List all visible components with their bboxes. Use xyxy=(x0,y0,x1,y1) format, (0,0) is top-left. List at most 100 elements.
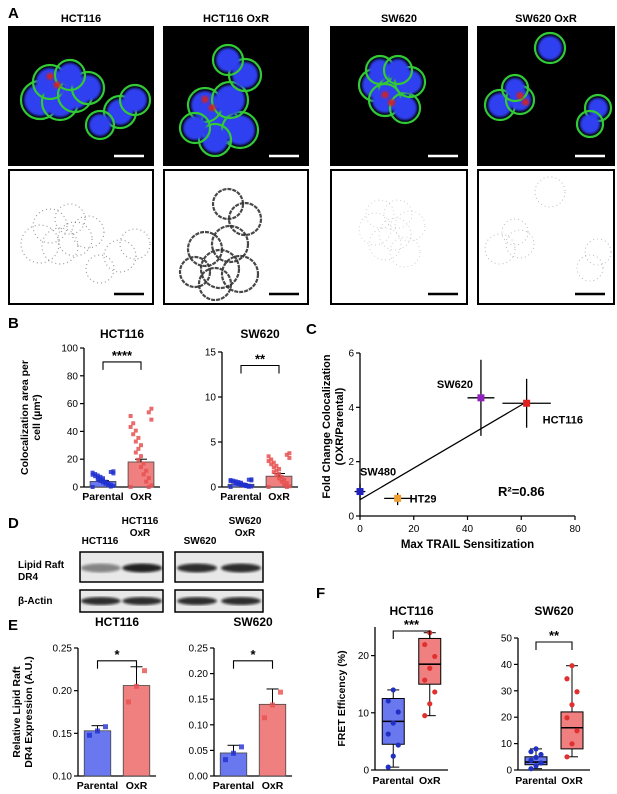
chart-E2: SW620 0.00 0.05 0.10 0.15 0.20 0.25 Parental OxR… xyxy=(189,615,292,792)
box xyxy=(560,711,584,750)
cell-membrane xyxy=(500,73,530,103)
significance-bracket xyxy=(392,630,431,639)
chart-title: SW620 xyxy=(233,615,273,629)
binary-image xyxy=(163,169,309,305)
bar xyxy=(219,752,248,777)
raw-data-point xyxy=(231,479,236,484)
colocalization-outline xyxy=(394,210,426,242)
panel-label-e: E xyxy=(8,617,18,634)
raw-data-point xyxy=(274,473,279,478)
cell-nucleus xyxy=(36,68,64,96)
data-dot xyxy=(528,749,534,755)
raft-signal xyxy=(208,104,216,112)
blot-frame xyxy=(79,589,164,613)
colocalization-outline xyxy=(20,224,60,264)
panel-label-a: A xyxy=(8,5,19,22)
data-dot xyxy=(432,689,438,695)
raw-data-point xyxy=(262,715,267,721)
micro-title: HCT116 xyxy=(61,13,101,25)
y-axis-label-line: Fold Change Colocalization xyxy=(321,354,333,499)
y-tick-label: 0.10 xyxy=(189,720,209,731)
raft-signal xyxy=(201,95,209,103)
data-dot xyxy=(395,709,401,715)
raw-data-point xyxy=(136,435,141,440)
raw-data-point xyxy=(228,485,233,489)
raw-data-point xyxy=(131,432,136,437)
x-tick-label: Parental xyxy=(77,780,119,792)
row-label: Lipid Raft xyxy=(18,560,65,571)
r-squared-annotation: R²=0.86 xyxy=(498,484,545,499)
data-point xyxy=(394,494,402,502)
chart-title: HCT116 xyxy=(100,327,144,341)
x-tick-label: Parental xyxy=(82,491,124,503)
y-axis-label: Colocalization area percell (µm²) xyxy=(19,360,43,475)
y-tick-label: 0.15 xyxy=(189,695,209,706)
significance-label: * xyxy=(250,647,256,662)
raw-data-point xyxy=(103,479,108,484)
cell-nucleus xyxy=(372,87,398,113)
raw-data-point xyxy=(134,683,139,689)
data-dot xyxy=(385,764,391,770)
raw-data-point xyxy=(284,485,289,489)
cell-membrane xyxy=(53,58,87,92)
colocalization-outline xyxy=(501,218,529,246)
raw-data-point xyxy=(282,482,287,487)
lane-label: SW620 xyxy=(184,536,217,547)
raw-data-point xyxy=(111,471,116,476)
y-tick-label: 20 xyxy=(501,713,513,724)
data-dot xyxy=(569,741,575,747)
bar xyxy=(83,730,112,777)
raw-data-point xyxy=(241,483,246,488)
colocalization-outline xyxy=(103,239,137,273)
y-tick-label: 0 xyxy=(72,483,78,494)
y-tick-label: 100 xyxy=(61,344,78,355)
y-tick-label: 0 xyxy=(363,766,369,777)
dr4-band xyxy=(177,563,217,573)
raw-data-point xyxy=(149,406,154,411)
data-point xyxy=(523,399,531,407)
binary-image xyxy=(477,169,615,305)
y-tick-label: 0.15 xyxy=(53,729,73,740)
colocalization-outline xyxy=(197,266,233,302)
significance-label: *** xyxy=(404,617,420,632)
colocalization-outline xyxy=(358,212,392,246)
colocalization-outline xyxy=(54,203,86,235)
raw-data-point xyxy=(249,484,254,489)
cell-nucleus xyxy=(191,91,219,119)
colocalization-outline xyxy=(186,230,224,268)
significance-label: * xyxy=(114,647,120,662)
micrograph-grid: HCT116 HCT116 OxR SW620 SW620 OxR xyxy=(8,13,615,305)
colocalization-outline xyxy=(211,187,245,221)
raft-signal xyxy=(53,81,61,89)
colocalization-outline xyxy=(383,199,413,229)
raw-data-point xyxy=(284,481,289,486)
box xyxy=(418,637,442,685)
raw-data-point xyxy=(246,484,251,489)
cell-nucleus xyxy=(123,88,147,112)
raw-data-point xyxy=(128,424,133,429)
y-axis-label-line: FRET Efficency (%) xyxy=(336,650,348,746)
data-dot xyxy=(422,677,428,683)
significance-bracket xyxy=(240,364,280,374)
raw-data-point xyxy=(231,750,236,756)
raw-data-point xyxy=(228,479,233,484)
y-tick-label: 60 xyxy=(67,399,79,410)
raw-data-point xyxy=(271,470,276,475)
y-tick-label: 6 xyxy=(348,349,354,360)
cell-membrane xyxy=(388,91,422,125)
data-dot xyxy=(574,728,580,734)
raw-data-point xyxy=(103,724,108,730)
colocalization-outline xyxy=(576,254,604,282)
raw-data-point xyxy=(95,728,100,734)
bar xyxy=(258,703,287,777)
x-tick-label: Parental xyxy=(220,491,262,503)
raw-data-point xyxy=(277,471,281,476)
raw-data-point xyxy=(146,410,151,415)
raw-data-point xyxy=(93,474,98,479)
raw-data-point xyxy=(106,483,111,488)
bar xyxy=(122,685,151,777)
cell-nucleus xyxy=(75,75,101,101)
y-tick-label: 15 xyxy=(205,348,217,359)
raw-data-point xyxy=(144,468,149,473)
raw-data-point xyxy=(136,457,141,462)
